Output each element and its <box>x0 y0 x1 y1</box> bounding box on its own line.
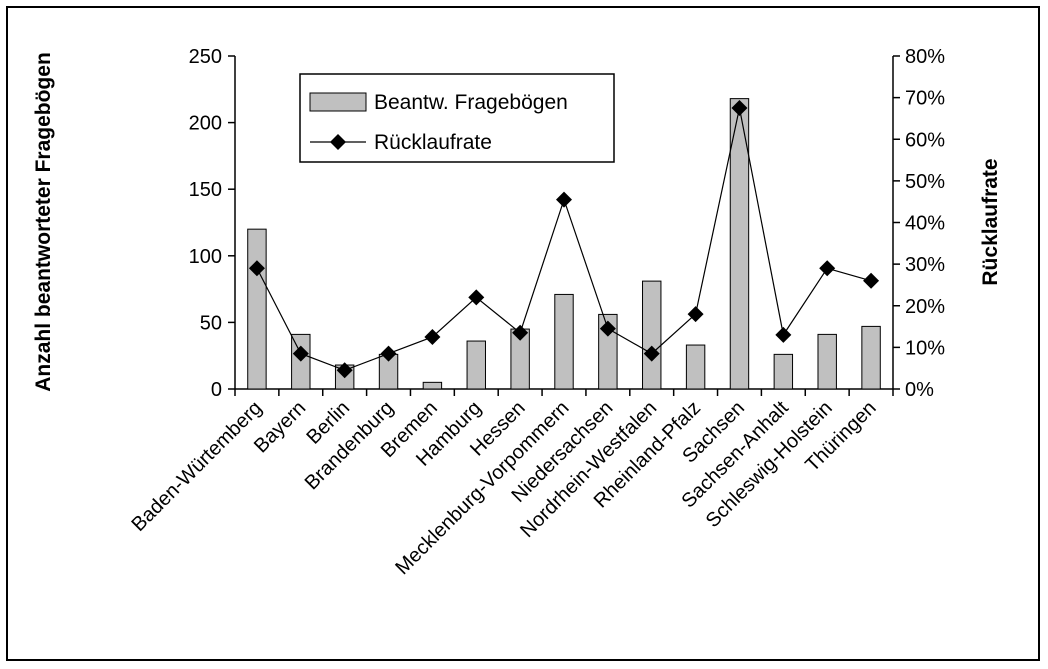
y-tick-label-right: 40% <box>905 213 945 235</box>
bar <box>247 228 267 390</box>
y-tick-label-right: 10% <box>905 337 945 359</box>
y-tick-label-right: 50% <box>905 171 945 193</box>
bar <box>554 293 574 390</box>
rate-marker <box>512 324 529 341</box>
bar <box>817 333 837 390</box>
y-tick-label-left: 150 <box>189 179 222 201</box>
rate-marker <box>424 328 441 345</box>
chart-frame: 0 50 100 150 200 250 0% 10% 20% 30% 40% 50% 60% 70% 80… <box>6 6 1040 661</box>
rate-marker <box>863 272 880 289</box>
y-tick-label-right: 70% <box>905 88 945 110</box>
rate-marker <box>248 260 265 277</box>
rate-marker <box>775 326 792 343</box>
legend-diamond-swatch <box>330 134 346 150</box>
legend-label-bars: Beantw. Fragebögen <box>374 91 568 114</box>
y-tick-label-left: 50 <box>200 312 222 334</box>
bar <box>685 344 706 390</box>
y-axis-title: Anzahl beantworteter Fragebögen <box>32 52 55 392</box>
x-category-label: Baden-Würtemberg <box>128 397 267 536</box>
rate-marker <box>643 345 660 362</box>
bar <box>642 280 662 390</box>
combo-chart: 0 50 100 150 200 250 0% 10% 20% 30% 40% 50% 60% 70% 80… <box>32 46 1002 579</box>
rate-marker <box>336 362 353 379</box>
bar <box>291 333 311 390</box>
y-tick-label-left: 100 <box>189 246 222 268</box>
bar <box>773 353 794 390</box>
y-tick-label-right: 20% <box>905 296 945 318</box>
rate-marker <box>468 289 485 306</box>
legend-box <box>299 73 615 163</box>
bar <box>466 340 486 390</box>
rate-marker <box>556 191 572 208</box>
y-tick-label-left: 0 <box>211 379 222 401</box>
y-tick-label-right: 0% <box>905 379 934 401</box>
y-tick-label-left: 250 <box>189 46 222 68</box>
rate-marker <box>292 345 309 362</box>
y2-axis-title: Rücklaufrate <box>979 158 1002 285</box>
legend-bar-swatch <box>309 92 367 112</box>
rate-marker <box>380 345 397 362</box>
rate-marker <box>599 320 616 337</box>
y-tick-label-right: 80% <box>905 46 945 68</box>
bar <box>598 313 618 390</box>
legend-label-line: Rücklaufrate <box>374 131 492 154</box>
bar <box>422 381 443 390</box>
rate-marker <box>819 260 836 277</box>
y-tick-label-right: 30% <box>905 254 945 276</box>
rate-marker <box>731 100 748 117</box>
bar <box>729 98 750 390</box>
y-tick-label-left: 200 <box>189 113 222 135</box>
bar <box>861 325 881 390</box>
y-tick-label-right: 60% <box>905 129 945 151</box>
rate-marker <box>687 306 704 323</box>
